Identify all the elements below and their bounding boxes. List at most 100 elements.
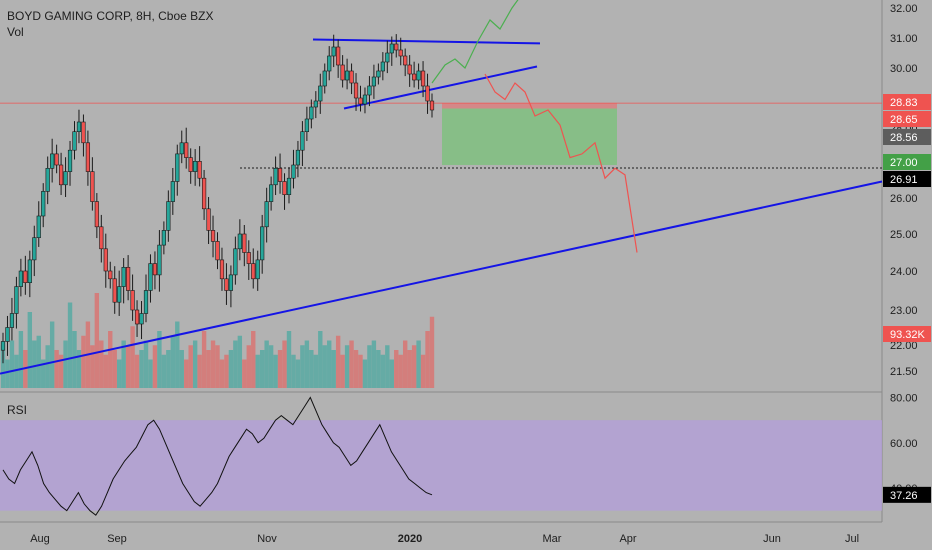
candle-body [210, 230, 216, 242]
candle-body [246, 252, 251, 264]
candle [429, 93, 435, 118]
time-tick-label: Aug [30, 533, 50, 545]
volume-bar [108, 331, 113, 388]
price-tick-label: 21.50 [890, 366, 918, 378]
candle [9, 297, 15, 341]
volume-bar [349, 340, 354, 388]
candle [291, 149, 296, 189]
candle-body [295, 149, 301, 166]
price-tag-box [883, 154, 931, 170]
candle [134, 300, 140, 337]
candle-body [340, 64, 345, 81]
candle-body [349, 70, 354, 84]
price-tag-label: 93.32K [890, 329, 926, 341]
candle [260, 214, 265, 274]
price-tag-label: 28.65 [890, 114, 918, 126]
candle-body [224, 278, 229, 291]
volume-bar [210, 340, 216, 388]
candle [358, 85, 363, 112]
candle [322, 63, 327, 94]
candle-body [282, 181, 287, 195]
volume-bar [27, 312, 33, 388]
volume-bar [215, 345, 220, 388]
candle-body [197, 161, 202, 179]
rsi-last-value-label: 37.26 [890, 490, 918, 502]
price-tag-label: 26.91 [890, 174, 918, 186]
candle-body [41, 191, 46, 217]
candle [412, 61, 417, 88]
candle-body [313, 100, 318, 108]
candle-body [300, 131, 305, 151]
candle-body [237, 233, 242, 250]
volume-bar [242, 359, 247, 388]
candle-body [166, 201, 171, 231]
candle-body [0, 341, 6, 351]
volume-bar [76, 350, 82, 388]
candle [353, 73, 359, 111]
candle [32, 225, 37, 277]
volume-bar [371, 340, 377, 388]
volume-bar [318, 331, 323, 388]
candle-body [161, 230, 166, 246]
volume-bar [134, 354, 140, 388]
candle [416, 63, 421, 90]
candle-body [398, 49, 403, 57]
candle-body [219, 259, 225, 280]
volume-bar [273, 354, 278, 388]
volume-bar [286, 331, 292, 388]
volume-bar [385, 345, 390, 388]
candle [76, 109, 82, 144]
time-tick-label: Jul [845, 533, 859, 545]
candle [313, 91, 318, 119]
volume-bar [67, 302, 73, 388]
volume-bar [398, 354, 403, 388]
candle-body [193, 161, 198, 172]
volume-bar [335, 335, 341, 388]
candle [309, 99, 314, 129]
volume-bar [130, 326, 135, 388]
price-tag: 28.83 [883, 94, 931, 110]
candle-body [67, 149, 73, 172]
candle-body [416, 70, 421, 81]
candle [210, 215, 216, 258]
candle-body [394, 43, 399, 51]
candle [340, 55, 345, 88]
price-tick-label: 25.00 [890, 229, 918, 241]
candle [121, 258, 126, 304]
volume-bar [340, 354, 345, 388]
candle-body [90, 171, 95, 202]
volume-bar [420, 354, 426, 388]
volume-bar [259, 350, 265, 388]
volume-bar [268, 345, 274, 388]
candle [166, 190, 171, 242]
candle-body [184, 142, 189, 158]
candle-body [126, 266, 131, 291]
price-tag-box [883, 111, 931, 127]
volume-bar [300, 345, 305, 388]
price-tick-label: 24.00 [890, 266, 918, 278]
candle-body [5, 327, 10, 342]
candle-body [269, 184, 274, 202]
candle [385, 40, 390, 74]
candle-body [353, 82, 359, 99]
candle [425, 73, 430, 114]
candle-body [143, 290, 149, 314]
candle-body [27, 259, 32, 283]
volume-bar [429, 316, 435, 388]
candle [376, 63, 381, 85]
bearish-projection-path [484, 73, 638, 253]
price-tick-label: 22.00 [890, 340, 918, 352]
volume-bar [327, 340, 332, 388]
candle [420, 61, 426, 98]
candle [344, 58, 350, 90]
candle-body [407, 64, 412, 75]
volume-bar [157, 331, 162, 388]
volume-bar [206, 350, 211, 388]
candle [389, 36, 394, 66]
candle-body [45, 168, 50, 192]
candle [0, 332, 6, 364]
volume-bar [313, 354, 319, 388]
volume-bar [407, 350, 412, 388]
candle-body [336, 46, 341, 66]
